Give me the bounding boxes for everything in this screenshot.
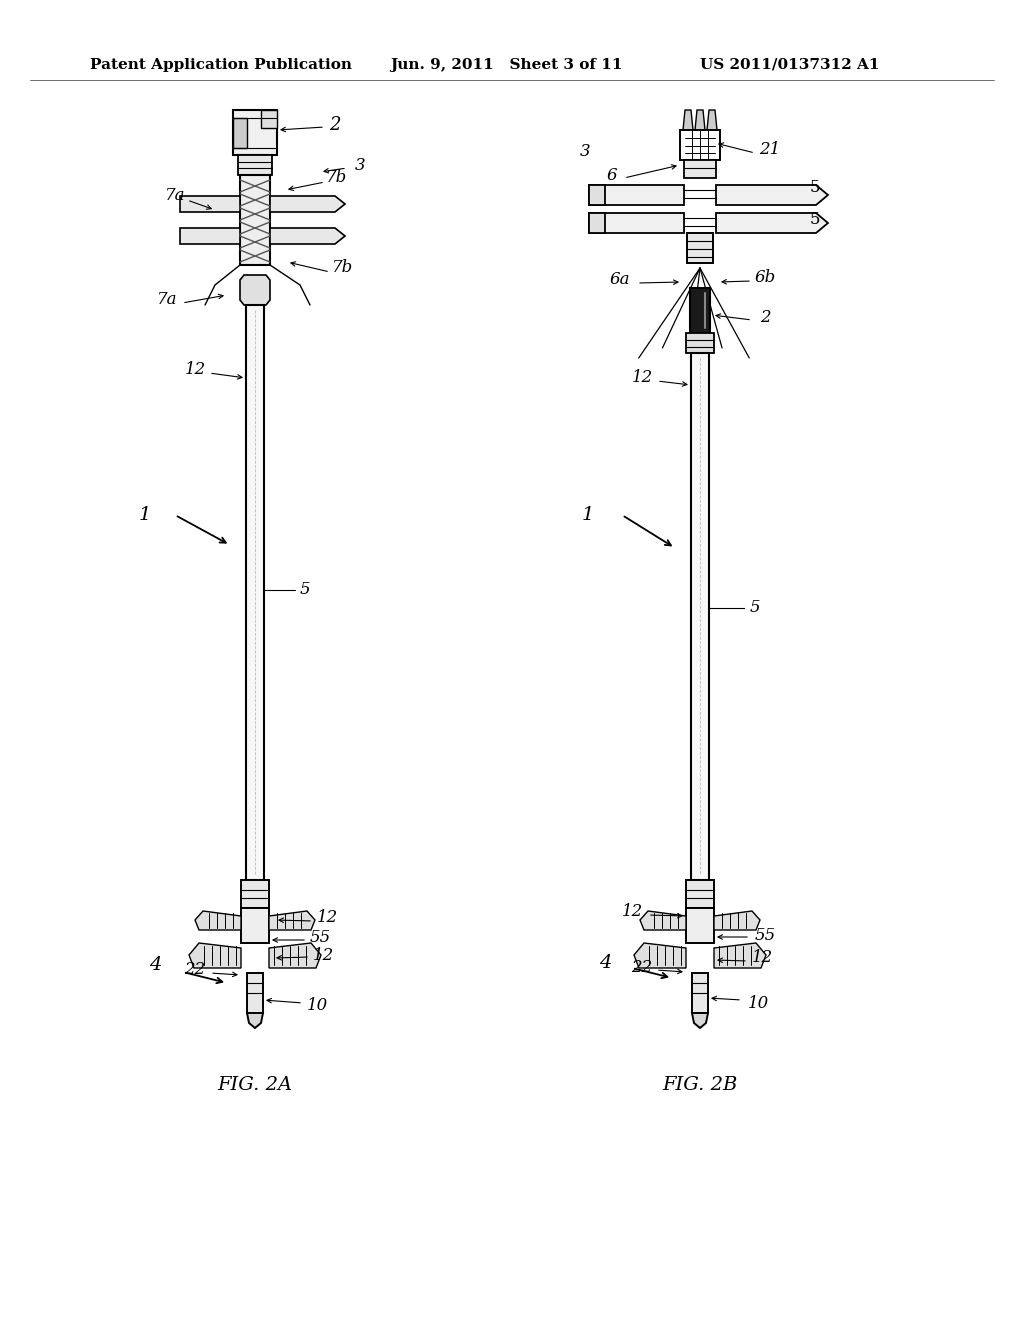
Text: 55: 55 [309,929,331,946]
Polygon shape [270,228,345,244]
Bar [692,973,708,1012]
Text: 21: 21 [760,141,780,158]
Bar [241,880,269,908]
Text: 2: 2 [330,116,341,135]
Text: 1: 1 [582,506,594,524]
Text: 6: 6 [606,166,617,183]
Polygon shape [716,213,828,234]
Polygon shape [189,942,241,968]
Text: Jun. 9, 2011   Sheet 3 of 11: Jun. 9, 2011 Sheet 3 of 11 [390,58,623,73]
Polygon shape [180,195,240,213]
Bar [241,908,269,942]
Text: 2: 2 [760,309,770,326]
Text: 6b: 6b [755,269,775,286]
Text: 7a: 7a [165,186,185,203]
Text: 7b: 7b [333,260,353,276]
Polygon shape [640,911,686,931]
Polygon shape [695,110,705,129]
Bar [233,117,247,148]
Polygon shape [247,1012,263,1028]
Text: US 2011/0137312 A1: US 2011/0137312 A1 [700,58,880,73]
Bar [247,973,263,1012]
Polygon shape [714,942,766,968]
Bar [240,176,270,265]
Text: 12: 12 [622,903,643,920]
Text: Patent Application Publication: Patent Application Publication [90,58,352,73]
Text: 12: 12 [632,370,652,387]
Text: FIG. 2A: FIG. 2A [217,1076,293,1094]
Text: 7a: 7a [157,292,177,309]
Text: 12: 12 [312,946,334,964]
Text: 12: 12 [316,909,338,927]
Bar [589,185,605,205]
Bar [687,234,713,263]
Bar [686,908,714,942]
Text: 6a: 6a [609,272,630,289]
Text: 4: 4 [599,954,611,972]
Bar [691,352,709,880]
Bar [680,129,720,160]
Polygon shape [692,1012,708,1028]
Text: 22: 22 [184,961,206,978]
Bar [233,110,278,154]
Polygon shape [269,942,321,968]
Text: 55: 55 [755,927,775,944]
Bar [684,160,716,178]
Text: 7b: 7b [327,169,347,186]
Polygon shape [716,185,828,205]
Polygon shape [589,185,684,205]
Text: 5: 5 [300,582,310,598]
Text: 5: 5 [810,180,820,197]
Text: 10: 10 [306,997,328,1014]
Text: 12: 12 [752,949,773,966]
Text: 5: 5 [750,599,760,616]
Bar [246,305,264,880]
Text: 10: 10 [748,994,769,1011]
Text: FIG. 2B: FIG. 2B [663,1076,737,1094]
Polygon shape [195,911,241,931]
Bar [261,110,278,128]
Polygon shape [269,911,315,931]
Text: 22: 22 [632,958,652,975]
Polygon shape [240,275,270,305]
Text: 12: 12 [184,362,206,379]
Bar [589,213,605,234]
Polygon shape [683,110,693,129]
Text: 1: 1 [139,506,152,524]
Polygon shape [180,228,240,244]
Text: 4: 4 [148,956,161,974]
Polygon shape [707,110,717,129]
Polygon shape [589,213,684,234]
Polygon shape [270,195,345,213]
Bar [238,154,272,176]
Bar [686,880,714,908]
Text: 5: 5 [810,211,820,228]
Polygon shape [634,942,686,968]
Bar [690,288,710,333]
Text: 3: 3 [354,157,366,173]
Polygon shape [714,911,760,931]
Bar [686,333,714,352]
Text: 3: 3 [580,144,590,161]
